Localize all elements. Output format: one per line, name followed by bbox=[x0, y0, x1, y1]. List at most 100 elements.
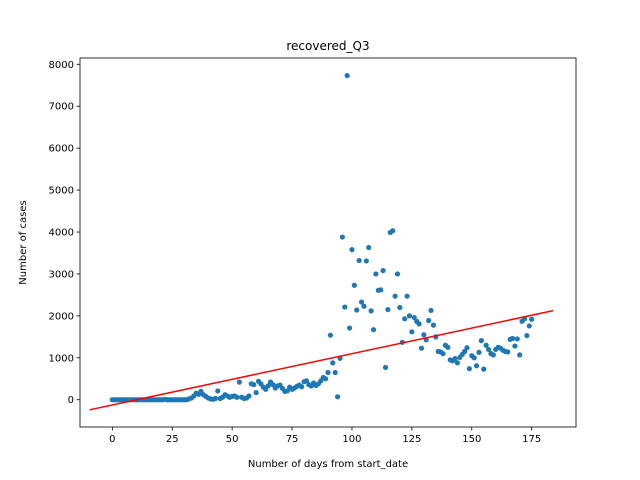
data-point-119 bbox=[394, 271, 401, 277]
data-point-170 bbox=[517, 352, 523, 358]
data-point-173 bbox=[524, 332, 530, 339]
y-tick-label: 8000 bbox=[49, 60, 74, 71]
data-point-151 bbox=[471, 355, 477, 361]
data-point-99 bbox=[346, 325, 353, 331]
data-point-90 bbox=[325, 369, 331, 376]
data-point-132 bbox=[426, 317, 432, 324]
data-point-117 bbox=[390, 228, 396, 234]
data-point-168 bbox=[512, 343, 518, 349]
data-point-122 bbox=[402, 316, 408, 322]
y-axis-label: Number of cases bbox=[18, 200, 29, 284]
data-point-57 bbox=[246, 393, 252, 399]
x-tick-label: 75 bbox=[286, 434, 299, 445]
data-point-104 bbox=[358, 299, 365, 305]
data-point-73 bbox=[284, 388, 290, 394]
y-tick-label: 6000 bbox=[49, 144, 74, 155]
data-point-157 bbox=[485, 346, 492, 353]
data-point-155 bbox=[481, 366, 487, 372]
data-point-97 bbox=[342, 304, 348, 310]
data-point-124 bbox=[406, 313, 413, 319]
data-point-81 bbox=[303, 378, 310, 384]
data-point-120 bbox=[397, 304, 403, 311]
y-tick-label: 2000 bbox=[49, 311, 74, 322]
data-point-129 bbox=[418, 345, 425, 351]
data-point-138 bbox=[440, 351, 446, 357]
data-point-59 bbox=[251, 382, 257, 388]
data-point-92 bbox=[330, 360, 336, 366]
data-point-94 bbox=[334, 394, 341, 400]
plot-frame bbox=[79, 57, 577, 428]
data-point-109 bbox=[370, 327, 377, 333]
data-point-100 bbox=[349, 247, 355, 253]
trend-line bbox=[89, 309, 554, 411]
x-axis-label: Number of days from start_date bbox=[248, 459, 408, 470]
x-tick-label: 175 bbox=[522, 434, 541, 445]
x-tick-label: 0 bbox=[109, 434, 115, 445]
data-point-43 bbox=[212, 395, 218, 402]
data-point-143 bbox=[452, 356, 458, 362]
data-point-130 bbox=[421, 332, 427, 338]
data-point-101 bbox=[351, 282, 357, 288]
data-point-159 bbox=[490, 352, 496, 358]
data-point-89 bbox=[323, 376, 329, 382]
data-point-140 bbox=[445, 344, 451, 350]
data-point-108 bbox=[368, 308, 374, 314]
x-tick-label: 50 bbox=[226, 434, 239, 445]
data-point-98 bbox=[344, 73, 350, 79]
y-tick-label: 1000 bbox=[49, 353, 74, 364]
x-axis-ticks: 0 25 50 75 100 125 150 175 bbox=[109, 427, 541, 445]
data-point-165 bbox=[505, 349, 511, 355]
data-point-126 bbox=[411, 314, 417, 321]
data-point-93 bbox=[332, 369, 338, 376]
data-point-167 bbox=[509, 335, 516, 342]
data-point-52 bbox=[234, 394, 240, 400]
data-point-91 bbox=[327, 332, 333, 338]
y-tick-label: 3000 bbox=[49, 269, 74, 280]
data-point-79 bbox=[299, 384, 305, 390]
data-point-60 bbox=[253, 390, 259, 396]
data-point-169 bbox=[514, 336, 520, 342]
data-point-114 bbox=[382, 364, 389, 371]
data-point-115 bbox=[385, 306, 391, 313]
data-point-174 bbox=[526, 323, 532, 329]
data-point-106 bbox=[363, 258, 369, 264]
y-axis-ticks: 0 1000 2000 3000 4000 5000 6000 7000 8000 bbox=[49, 60, 80, 406]
x-tick-label: 100 bbox=[342, 434, 361, 445]
data-point-153 bbox=[476, 349, 482, 355]
y-tick-label: 0 bbox=[68, 395, 74, 406]
data-point-118 bbox=[392, 293, 398, 299]
y-tick-label: 7000 bbox=[49, 102, 74, 113]
data-point-134 bbox=[430, 322, 437, 328]
data-point-102 bbox=[354, 307, 360, 313]
data-point-123 bbox=[404, 293, 410, 299]
data-point-156 bbox=[483, 342, 489, 348]
data-point-65 bbox=[265, 383, 271, 389]
data-point-149 bbox=[466, 366, 472, 372]
plot-area bbox=[80, 58, 576, 427]
data-point-103 bbox=[356, 257, 362, 264]
data-point-113 bbox=[380, 267, 386, 274]
y-tick-label: 4000 bbox=[49, 228, 74, 239]
data-point-110 bbox=[373, 271, 379, 277]
data-point-175 bbox=[529, 316, 535, 322]
x-tick-label: 125 bbox=[402, 434, 421, 445]
data-point-144 bbox=[454, 360, 460, 366]
data-point-112 bbox=[378, 287, 384, 293]
chart-title: recovered_Q3 bbox=[286, 39, 369, 53]
data-point-125 bbox=[409, 329, 415, 335]
data-point-147 bbox=[461, 348, 468, 355]
data-point-44 bbox=[215, 388, 221, 394]
data-point-152 bbox=[473, 363, 480, 369]
x-tick-label: 25 bbox=[166, 434, 179, 445]
data-point-128 bbox=[416, 321, 422, 327]
x-tick-label: 150 bbox=[462, 434, 481, 445]
data-point-105 bbox=[361, 303, 367, 309]
data-point-96 bbox=[339, 234, 345, 240]
data-point-53 bbox=[236, 379, 242, 385]
y-tick-label: 5000 bbox=[49, 186, 74, 197]
data-point-154 bbox=[478, 338, 484, 344]
data-point-133 bbox=[428, 307, 434, 314]
data-point-148 bbox=[464, 345, 470, 351]
data-point-107 bbox=[366, 244, 372, 251]
